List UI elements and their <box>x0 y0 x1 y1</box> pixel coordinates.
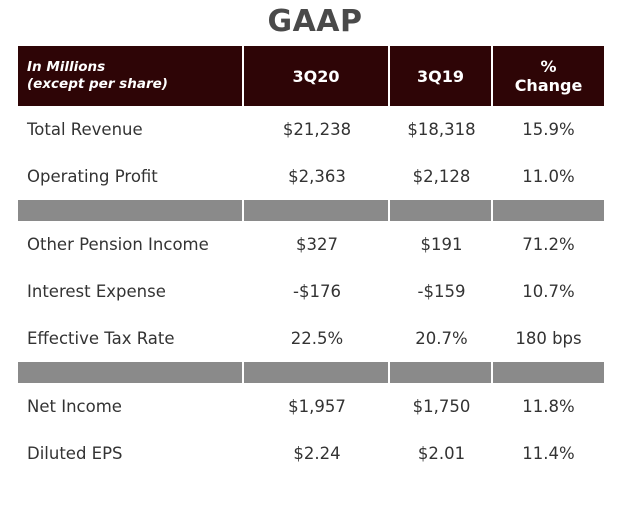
row-3q19-value: $2,128 <box>412 167 471 186</box>
row-label: Total Revenue <box>27 120 143 139</box>
row-3q20-value: 22.5% <box>290 329 344 348</box>
row-change-value: 11.0% <box>522 167 575 186</box>
separator-cell <box>390 362 493 383</box>
row-3q20-value: -$176 <box>293 282 341 301</box>
separator-cell <box>493 362 604 383</box>
separator-bar <box>18 362 604 383</box>
header-pct-change: % Change <box>493 46 604 106</box>
row-3q19-value: -$159 <box>417 282 466 301</box>
row-change-value: 11.8% <box>522 397 575 416</box>
row-label: Diluted EPS <box>27 444 123 463</box>
gaap-table: In Millions (except per share) 3Q20 3Q19… <box>18 46 604 477</box>
separator-cell <box>493 200 604 221</box>
table-header: In Millions (except per share) 3Q20 3Q19… <box>18 46 604 106</box>
separator-cell <box>244 200 390 221</box>
header-label-cell: In Millions (except per share) <box>18 46 244 106</box>
row-3q19-value: $18,318 <box>407 120 476 139</box>
table-row: Diluted EPS $2.24 $2.01 11.4% <box>18 430 604 477</box>
table-row: Operating Profit $2,363 $2,128 11.0% <box>18 153 604 200</box>
table-row: Net Income $1,957 $1,750 11.8% <box>18 383 604 430</box>
header-change-word: Change <box>514 76 583 95</box>
separator-cell <box>18 200 244 221</box>
row-label: Interest Expense <box>27 282 166 301</box>
row-3q20-value: $21,238 <box>282 120 352 139</box>
header-label-line2: (except per share) <box>27 76 168 92</box>
row-3q20-value: $2,363 <box>288 167 346 186</box>
row-3q20-value: $327 <box>296 235 338 254</box>
row-3q20-value: $2.24 <box>293 444 341 463</box>
row-label: Net Income <box>27 397 122 416</box>
row-3q19-value: $2.01 <box>417 444 466 463</box>
separator-bar <box>18 200 604 221</box>
table-row: Other Pension Income $327 $191 71.2% <box>18 221 604 268</box>
row-3q20-value: $1,957 <box>288 397 346 416</box>
row-change-value: 15.9% <box>522 120 575 139</box>
table-row: Total Revenue $21,238 $18,318 15.9% <box>18 106 604 153</box>
header-3q19: 3Q19 <box>390 46 493 106</box>
header-3q20: 3Q20 <box>244 46 390 106</box>
row-3q19-value: 20.7% <box>415 329 468 348</box>
row-3q19-value: $191 <box>420 235 463 254</box>
separator-cell <box>390 200 493 221</box>
row-change-value: 180 bps <box>515 329 582 348</box>
table-row: Effective Tax Rate 22.5% 20.7% 180 bps <box>18 315 604 362</box>
row-change-value: 10.7% <box>522 282 575 301</box>
page-title: GAAP <box>267 4 363 39</box>
table-row: Interest Expense -$176 -$159 10.7% <box>18 268 604 315</box>
separator-cell <box>18 362 244 383</box>
header-label-line1: In Millions <box>27 59 106 75</box>
separator-cell <box>244 362 390 383</box>
row-3q19-value: $1,750 <box>412 397 471 416</box>
row-change-value: 71.2% <box>522 235 575 254</box>
row-label: Other Pension Income <box>27 235 209 254</box>
header-3q20-text: 3Q20 <box>292 66 340 86</box>
header-pct-symbol: % <box>540 57 557 76</box>
row-label: Operating Profit <box>27 167 158 186</box>
row-label: Effective Tax Rate <box>27 329 175 348</box>
header-3q19-text: 3Q19 <box>417 66 464 86</box>
row-change-value: 11.4% <box>522 444 575 463</box>
